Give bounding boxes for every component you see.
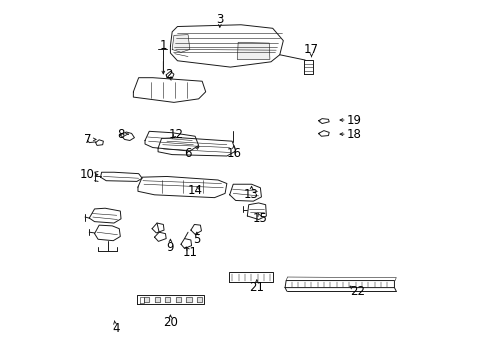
Polygon shape: [101, 172, 142, 181]
Polygon shape: [197, 297, 202, 302]
Text: 2: 2: [164, 68, 172, 81]
Polygon shape: [137, 294, 203, 304]
Polygon shape: [165, 297, 170, 302]
Polygon shape: [133, 78, 205, 102]
Text: 5: 5: [193, 234, 200, 247]
Text: 15: 15: [252, 212, 267, 225]
Polygon shape: [229, 184, 261, 201]
Polygon shape: [247, 203, 266, 220]
Polygon shape: [138, 176, 226, 198]
Text: 19: 19: [346, 113, 361, 126]
Text: 12: 12: [168, 128, 183, 141]
Text: 14: 14: [187, 184, 202, 197]
Polygon shape: [186, 297, 191, 302]
Polygon shape: [158, 138, 235, 156]
Polygon shape: [228, 273, 272, 282]
Text: 7: 7: [83, 133, 91, 146]
Text: 3: 3: [216, 13, 223, 26]
Polygon shape: [285, 280, 394, 288]
Polygon shape: [96, 140, 103, 145]
Polygon shape: [166, 71, 174, 78]
Polygon shape: [152, 223, 164, 233]
Polygon shape: [181, 239, 191, 248]
Polygon shape: [145, 131, 198, 151]
Text: 1: 1: [159, 40, 167, 53]
Polygon shape: [143, 297, 149, 302]
Polygon shape: [89, 208, 121, 223]
Polygon shape: [154, 297, 160, 302]
Text: 13: 13: [244, 188, 259, 201]
Text: 16: 16: [226, 147, 241, 160]
Text: 6: 6: [184, 147, 191, 160]
Text: 8: 8: [117, 128, 124, 141]
Polygon shape: [318, 131, 328, 136]
Text: 21: 21: [249, 281, 264, 294]
Polygon shape: [304, 60, 313, 74]
Text: 18: 18: [346, 128, 361, 141]
Polygon shape: [190, 224, 201, 234]
Polygon shape: [170, 25, 283, 67]
Polygon shape: [237, 42, 269, 59]
Polygon shape: [120, 132, 134, 140]
Text: 10: 10: [80, 168, 95, 181]
Polygon shape: [175, 297, 181, 302]
Text: 22: 22: [349, 285, 364, 298]
Text: 20: 20: [163, 316, 178, 329]
Text: 4: 4: [112, 322, 119, 335]
Polygon shape: [318, 118, 328, 123]
Text: 9: 9: [166, 240, 174, 253]
Polygon shape: [172, 35, 189, 52]
Polygon shape: [154, 232, 166, 242]
Text: 11: 11: [182, 246, 197, 259]
Polygon shape: [94, 225, 120, 241]
Polygon shape: [140, 297, 144, 303]
Text: 17: 17: [304, 43, 318, 56]
